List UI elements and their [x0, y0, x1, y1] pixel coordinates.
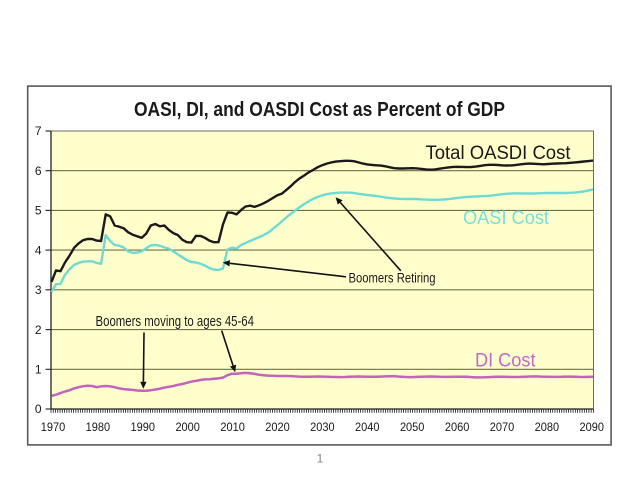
svg-text:DI Cost: DI Cost: [475, 350, 536, 371]
svg-text:0: 0: [35, 402, 42, 416]
svg-text:2000: 2000: [175, 420, 200, 434]
svg-text:2050: 2050: [400, 420, 425, 434]
svg-text:1980: 1980: [86, 420, 111, 434]
svg-text:2060: 2060: [445, 420, 470, 434]
svg-text:5: 5: [35, 204, 42, 218]
svg-text:2070: 2070: [490, 420, 515, 434]
svg-text:Total OASDI Cost: Total OASDI Cost: [426, 143, 572, 164]
svg-text:2040: 2040: [355, 420, 380, 434]
svg-text:6: 6: [35, 164, 42, 178]
svg-text:OASI Cost: OASI Cost: [463, 208, 550, 229]
svg-text:1: 1: [317, 453, 323, 465]
svg-text:2020: 2020: [265, 420, 290, 434]
svg-text:Boomers moving to ages 45-64: Boomers moving to ages 45-64: [96, 314, 255, 330]
svg-text:1970: 1970: [41, 420, 66, 434]
svg-text:OASI, DI, and OASDI Cost as Pe: OASI, DI, and OASDI Cost as Percent of G…: [134, 99, 505, 121]
svg-text:4: 4: [35, 243, 42, 257]
svg-text:7: 7: [35, 124, 42, 138]
svg-text:Boomers Retiring: Boomers Retiring: [349, 270, 436, 285]
svg-text:1: 1: [35, 363, 42, 377]
svg-text:1990: 1990: [131, 420, 156, 434]
svg-text:2: 2: [35, 323, 42, 337]
svg-text:2080: 2080: [535, 420, 560, 434]
svg-text:2030: 2030: [310, 420, 335, 434]
svg-text:2010: 2010: [220, 420, 245, 434]
svg-text:3: 3: [35, 283, 42, 297]
svg-text:2090: 2090: [580, 420, 605, 434]
